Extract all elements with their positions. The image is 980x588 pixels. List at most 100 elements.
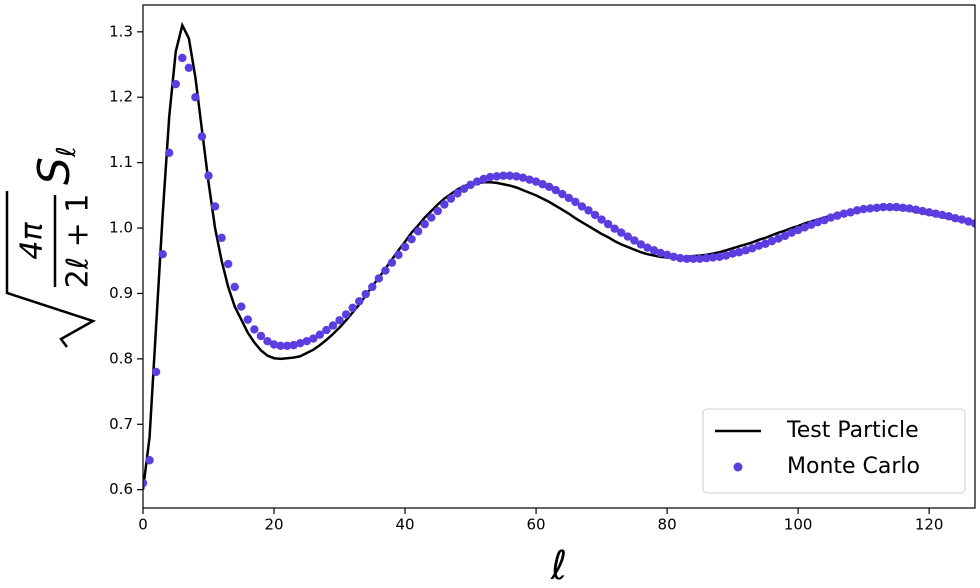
scatter-point (721, 251, 731, 260)
scatter-point (741, 246, 750, 255)
scatter-point (472, 177, 482, 186)
scatter-point (250, 325, 259, 334)
scatter-point (531, 177, 541, 186)
scatter-point (341, 310, 351, 319)
scatter-point (905, 204, 914, 213)
y-tick-label: 1.3 (109, 22, 133, 40)
legend-box (702, 408, 966, 494)
scatter-point (538, 180, 547, 189)
scatter-point (728, 249, 737, 258)
scatter-point (636, 240, 646, 249)
scatter-point (400, 242, 410, 252)
scatter-point (145, 456, 154, 465)
scatter-point (564, 193, 574, 203)
x-tick-label: 0 (138, 516, 148, 534)
x-tick-label: 100 (784, 516, 813, 534)
scatter-point (210, 202, 220, 211)
y-axis-label: 4π 2ℓ + 1 S ℓ (5, 146, 97, 348)
y-label-symbol: S (29, 157, 80, 185)
scatter-point (486, 172, 495, 182)
scatter-point (217, 233, 226, 243)
y-tick-label: 1.2 (109, 88, 133, 106)
scatter-point (413, 227, 423, 236)
scatter-point (184, 63, 194, 72)
scatter-point (433, 206, 443, 216)
scatter-point (143, 478, 148, 488)
scatter-point (774, 234, 783, 243)
scatter-point (931, 209, 940, 218)
scatter-point (171, 79, 180, 89)
scatter-point (702, 253, 711, 263)
scatter-point (322, 325, 331, 335)
scatter-point (518, 173, 528, 182)
scatter-point (944, 212, 953, 221)
scatter-point (387, 258, 397, 267)
scatter-point (296, 338, 305, 348)
scatter-point (263, 337, 272, 346)
scatter-point (151, 367, 161, 377)
scatter-point (603, 219, 613, 229)
scatter-point (649, 246, 659, 255)
scatter-point (964, 217, 973, 226)
scatter-point (859, 204, 868, 214)
scatter-point (459, 184, 469, 194)
scatter-point (793, 225, 803, 235)
scatter-point (289, 340, 298, 350)
y-label-subscript: ℓ (52, 146, 82, 158)
scatter-point (230, 282, 239, 292)
scatter-point (446, 194, 456, 203)
scatter-point (269, 340, 279, 349)
scatter-point (197, 132, 207, 141)
x-tick-label: 20 (264, 516, 283, 534)
scatter-point (820, 215, 829, 225)
scatter-point (826, 213, 836, 222)
y-tick-label: 1.0 (109, 219, 133, 237)
scatter-point (525, 175, 534, 184)
sqrt-sign (5, 191, 97, 348)
scatter-point (276, 341, 285, 350)
scatter-point (394, 250, 403, 260)
scatter-point (689, 254, 698, 263)
scatter-point (761, 239, 770, 248)
y-tick-label: 1.1 (109, 153, 133, 171)
scatter-point (590, 210, 600, 220)
scatter-point (223, 259, 233, 269)
scatter-point (643, 243, 652, 252)
scatter-point (957, 215, 967, 224)
scatter-point (243, 315, 253, 324)
scatter-point (577, 202, 587, 211)
scatter-point (767, 236, 777, 246)
scatter-point (970, 219, 975, 228)
scatter-point (898, 203, 908, 212)
x-tick-label: 40 (396, 516, 415, 534)
scatter-point (544, 182, 554, 192)
scatter-point (374, 274, 384, 283)
scatter-point (453, 189, 462, 198)
y-label-denominator: 2ℓ + 1 (61, 194, 96, 289)
scatter-point (551, 185, 560, 195)
legend: Test Particle Monte Carlo (702, 408, 966, 494)
scatter-point (715, 252, 724, 262)
legend-label: Monte Carlo (787, 454, 920, 479)
scatter-point (675, 253, 685, 263)
scatter-point (630, 236, 639, 245)
scatter-point (354, 297, 364, 306)
x-tick-label: 80 (658, 516, 677, 534)
scatter-point (256, 331, 266, 341)
scatter-point (420, 219, 429, 229)
x-tick-label: 120 (915, 516, 944, 534)
scatter-point (800, 223, 809, 232)
scatter-point (807, 220, 816, 229)
scatter-point (852, 206, 862, 215)
scatter-point (813, 217, 822, 227)
scatter-point (839, 209, 849, 218)
scatter-point (584, 206, 593, 215)
scatter-point (669, 252, 678, 262)
scatter-point (918, 206, 927, 216)
x-tick-label: 60 (527, 516, 546, 534)
scatter-point (315, 330, 325, 339)
scatter-point (662, 250, 672, 260)
scatter-point (492, 172, 501, 181)
